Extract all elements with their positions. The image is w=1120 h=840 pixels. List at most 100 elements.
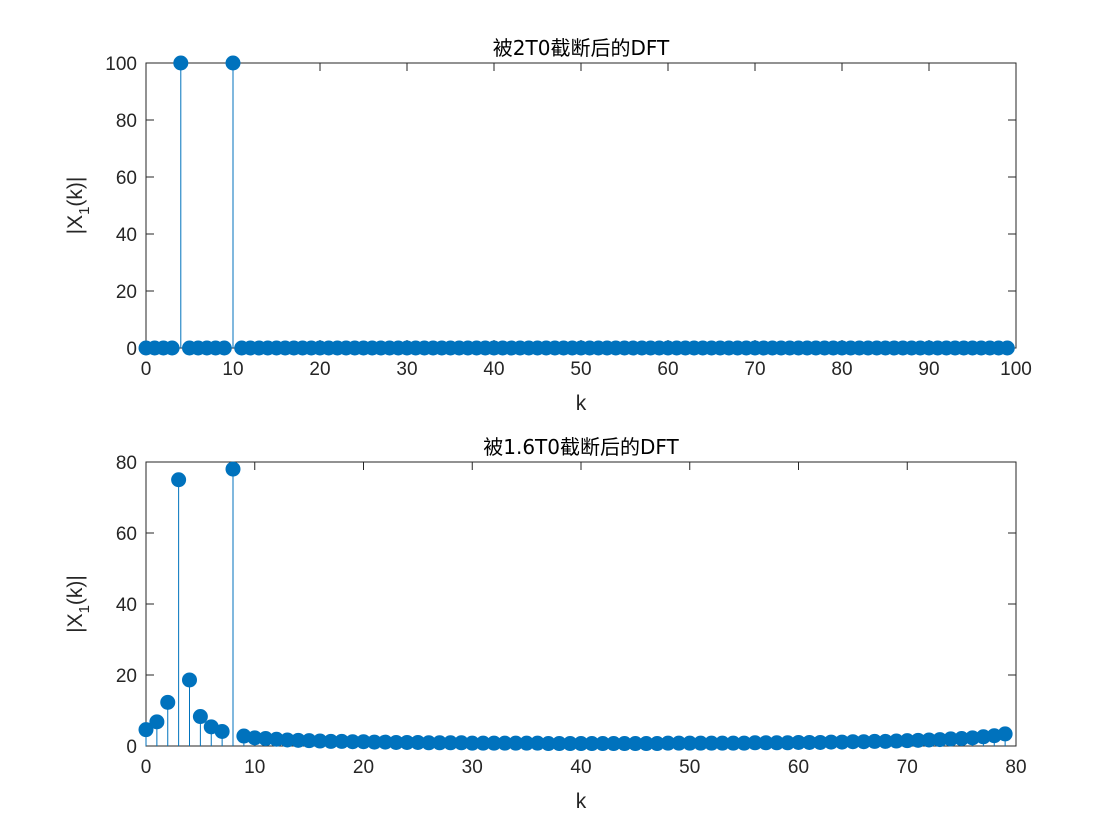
x-tick-label: 100 [1000,359,1032,380]
plot-title: 被1.6T0截断后的DFT [483,435,679,459]
dft-1p6t0-plot: 0 10 20 30 40 50 60 70 80 0 20 40 60 80 被1.6T0截断后的DFT… [64,435,1027,813]
y-tick-label: 40 [116,595,137,616]
stem-marker [486,735,502,751]
tick-labels: 0 10 20 30 40 50 60 70 80 90 100 0 20 40 60 80 100 [105,54,1032,380]
stem-marker [584,736,600,752]
x-tick-label: 60 [788,757,809,778]
stem-marker [910,732,926,748]
stem-marker [714,735,730,751]
stem-marker [519,735,535,751]
x-tick-label: 60 [657,359,678,380]
y-tick-label: 40 [116,225,137,246]
stem-marker [164,340,180,356]
stem-marker [334,733,350,749]
stem-marker [823,734,839,750]
stem-marker [216,340,232,356]
stem-marker [182,672,197,688]
stem-marker [638,736,654,752]
stem-marker [867,733,883,749]
stem-marker [173,55,189,71]
x-tick-label: 70 [744,359,765,380]
stem-marker [356,734,371,750]
stem-marker [551,736,567,752]
x-tick-label: 30 [462,757,483,778]
stem-marker [453,735,469,751]
y-tick-label: 0 [126,737,137,758]
stem-marker [693,735,709,751]
x-axis-label: k [576,392,587,415]
stem-marker [540,736,556,752]
y-label-tail: (k)| [64,575,87,605]
x-tick-label: 40 [570,757,591,778]
stem-marker [508,735,524,751]
stem-marker [301,733,317,749]
y-label-subscript: 1 [76,207,93,215]
y-tick-label: 20 [116,666,137,687]
stem-marker [377,734,393,750]
x-tick-label: 90 [918,359,939,380]
stem-marker [410,734,426,750]
y-axis-label: |X1(k)| [64,575,93,633]
stem-marker [366,734,382,750]
x-tick-label: 80 [831,359,852,380]
stem-marker [160,694,176,710]
x-axis-label: k [576,790,587,813]
stem-marker [617,736,632,752]
stem-marker [747,735,763,751]
stem-marker [791,734,806,750]
stem-marker [138,722,154,738]
x-tick-label: 0 [141,757,152,778]
stem-marker [421,735,437,751]
stem-marker [345,734,361,750]
stem-marker [921,732,937,748]
y-tick-label: 0 [126,339,137,360]
stem-marker [736,735,752,751]
stem-marker [497,735,513,751]
x-tick-label: 10 [222,359,243,380]
plot-frame [145,461,1017,747]
stem-marker [279,732,295,748]
y-tick-label: 80 [116,111,137,132]
x-tick-label: 80 [1005,757,1026,778]
stem-marker [649,736,665,752]
stem-marker [443,735,458,751]
dft-2t0-plot: 0 10 20 30 40 50 60 70 80 90 100 0 20 40 60 80 100 被2T0截… [64,36,1032,415]
stem-marker [888,733,904,749]
stem-marker [997,726,1013,742]
stem-marker [269,731,284,747]
tick-marks [145,461,1017,747]
stem-marker [312,733,328,749]
stem-marker [464,735,480,751]
stem-marker [432,735,448,751]
x-tick-label: 70 [897,757,918,778]
y-axis-label: |X1(k)| [64,177,93,235]
stem-marker [399,734,415,750]
stem-marker [845,734,861,750]
stem-marker [856,734,872,750]
stem-marker [769,735,785,751]
stem-marker [758,735,774,751]
y-tick-label: 80 [116,453,137,474]
x-tick-label: 20 [353,757,374,778]
stem-marker [388,734,404,750]
y-tick-label: 60 [116,168,137,189]
stem-marker [975,729,991,745]
stem-marker [214,723,230,739]
plot-frame [145,62,1017,349]
y-label-main: |X [64,215,87,234]
plot-title: 被2T0截断后的DFT [493,36,670,60]
x-tick-label: 0 [141,359,152,380]
x-tick-label: 30 [396,359,417,380]
stem-marker [475,735,491,751]
stem-marker [943,731,959,747]
stem-marker [801,734,817,750]
stem-marker [704,735,719,751]
y-label-main: |X [64,613,87,632]
stem-marker [595,736,611,752]
stem-marker [192,709,208,725]
stem-marker [247,730,263,746]
stem-marker [606,736,622,752]
stem-marker [225,461,241,477]
stem-marker [999,340,1015,356]
